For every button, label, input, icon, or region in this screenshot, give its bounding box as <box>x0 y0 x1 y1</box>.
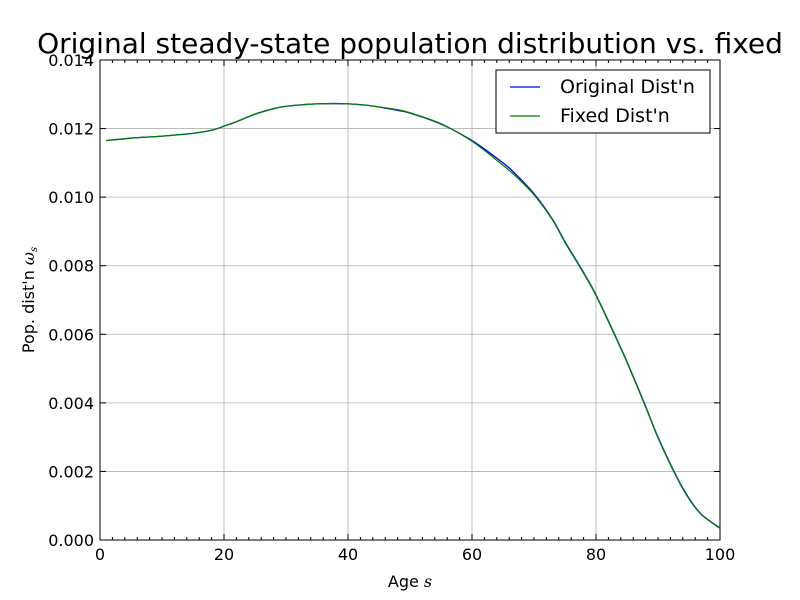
legend-box <box>495 69 711 134</box>
x-tick-label: 80 <box>586 545 606 564</box>
legend: Original Dist'n Fixed Dist'n <box>495 69 711 134</box>
x-tick-label: 60 <box>462 545 482 564</box>
y-tick-label: 0.014 <box>48 51 94 70</box>
y-tick-label: 0.000 <box>48 531 94 550</box>
series-line-fixed <box>106 102 721 529</box>
x-tick-label: 100 <box>705 545 736 564</box>
x-tick-label: 40 <box>338 545 358 564</box>
y-tick-labels: 0.000 0.002 0.004 0.006 0.008 0.010 0.012 0.014 <box>48 51 94 550</box>
y-axis-label-symbol: ω <box>19 252 38 265</box>
y-axis-label-text: Pop. dist'n <box>19 265 38 353</box>
y-tick-label: 0.004 <box>48 394 94 413</box>
y-tick-label: 0.010 <box>48 188 94 207</box>
series-lines <box>106 102 721 529</box>
x-tick-label: 0 <box>95 545 105 564</box>
x-axis-label: Age s <box>388 572 432 591</box>
y-tick-label: 0.002 <box>48 462 94 481</box>
y-axis-label: Pop. dist'n ωs <box>19 247 40 353</box>
y-tick-label: 0.006 <box>48 325 94 344</box>
y-tick-label: 0.008 <box>48 257 94 276</box>
axis-ticks <box>99 59 721 541</box>
x-axis-label-text: Age <box>388 572 424 591</box>
x-tick-labels: 0 20 40 60 80 100 <box>95 545 735 564</box>
x-tick-label: 20 <box>214 545 234 564</box>
legend-label-original: Original Dist'n <box>560 76 695 98</box>
x-axis-label-symbol: s <box>424 572 432 591</box>
y-tick-label: 0.012 <box>48 120 94 139</box>
legend-label-fixed: Fixed Dist'n <box>560 105 670 127</box>
y-axis-label-subscript: s <box>29 247 40 252</box>
series-line-original <box>106 102 721 529</box>
chart-title: Original steady-state population distrib… <box>37 27 783 60</box>
